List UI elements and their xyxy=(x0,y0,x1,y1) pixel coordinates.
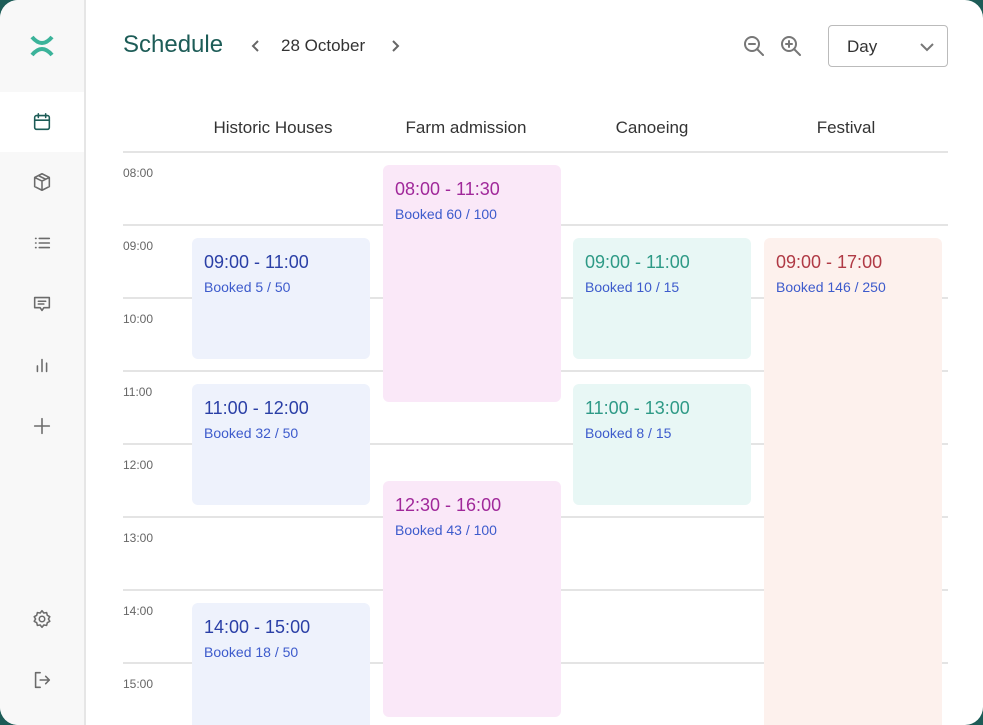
chevron-down-icon xyxy=(920,43,934,52)
event-card[interactable]: 11:00 - 13:00 Booked 8 / 15 xyxy=(573,384,751,505)
event-card[interactable]: 09:00 - 17:00 Booked 146 / 250 xyxy=(764,238,942,725)
event-time: 12:30 - 16:00 xyxy=(395,495,502,515)
sidebar-item-reports[interactable] xyxy=(0,335,84,395)
sidebar-item-messages[interactable] xyxy=(0,274,84,334)
zoom-in-button[interactable] xyxy=(779,34,803,58)
previous-day-button[interactable] xyxy=(245,34,267,58)
event-time: 08:00 - 11:30 xyxy=(395,179,500,199)
settings-icon xyxy=(33,609,51,629)
hour-label: 09:00 xyxy=(123,239,154,253)
sidebar-item-products[interactable] xyxy=(0,152,84,212)
grid-line xyxy=(123,443,948,445)
calendar-icon xyxy=(33,112,51,131)
event-booked: Booked 43 / 100 xyxy=(395,522,497,538)
hour-label: 10:00 xyxy=(123,312,154,326)
current-date: 28 October xyxy=(281,36,366,55)
box-icon xyxy=(33,172,51,192)
logo-icon xyxy=(30,35,54,57)
sidebar-item-list[interactable] xyxy=(0,213,84,273)
event-time: 14:00 - 15:00 xyxy=(204,617,311,637)
message-icon xyxy=(33,296,51,312)
hour-label: 15:00 xyxy=(123,677,154,691)
event-booked: Booked 8 / 15 xyxy=(585,425,672,441)
chevron-left-icon xyxy=(251,40,259,52)
next-day-button[interactable] xyxy=(384,34,406,58)
sidebar-item-schedule[interactable] xyxy=(0,92,84,152)
page-title: Schedule xyxy=(123,31,224,58)
event-time: 09:00 - 17:00 xyxy=(776,252,883,272)
hour-label: 14:00 xyxy=(123,604,154,618)
event-time: 11:00 - 13:00 xyxy=(585,398,690,418)
chevron-right-icon xyxy=(392,40,400,52)
view-select-value: Day xyxy=(847,37,878,56)
logo xyxy=(0,0,84,92)
column-header: Canoeing xyxy=(615,118,689,137)
hour-label: 13:00 xyxy=(123,531,154,545)
event-booked: Booked 18 / 50 xyxy=(204,644,299,660)
event-booked: Booked 146 / 250 xyxy=(776,279,886,295)
event-card[interactable]: 14:00 - 15:00 Booked 18 / 50 xyxy=(192,603,370,725)
event-booked: Booked 60 / 100 xyxy=(395,206,497,222)
event-time: 09:00 - 11:00 xyxy=(585,252,690,272)
sidebar-item-logout[interactable] xyxy=(0,650,84,710)
column-header: Farm admission xyxy=(405,118,527,137)
column-header: Festival xyxy=(816,118,876,137)
column-header: Historic Houses xyxy=(213,118,333,137)
plus-icon xyxy=(33,417,51,435)
sidebar xyxy=(0,0,86,725)
zoom-out-button[interactable] xyxy=(742,34,766,58)
event-booked: Booked 32 / 50 xyxy=(204,425,299,441)
event-card[interactable]: 08:00 - 11:30 Booked 60 / 100 xyxy=(383,165,561,402)
zoom-out-icon xyxy=(744,36,764,56)
event-booked: Booked 10 / 15 xyxy=(585,279,680,295)
hour-label: 11:00 xyxy=(123,385,153,399)
logout-icon xyxy=(34,671,51,689)
zoom-in-icon xyxy=(781,36,801,56)
event-card[interactable]: 11:00 - 12:00 Booked 32 / 50 xyxy=(192,384,370,505)
view-select[interactable]: Day xyxy=(828,25,948,67)
sidebar-item-settings[interactable] xyxy=(0,589,84,649)
bar-chart-icon xyxy=(36,358,48,373)
hour-label: 08:00 xyxy=(123,166,154,180)
event-card[interactable]: 09:00 - 11:00 Booked 5 / 50 xyxy=(192,238,370,359)
event-card[interactable]: 12:30 - 16:00 Booked 43 / 100 xyxy=(383,481,561,717)
event-time: 11:00 - 12:00 xyxy=(204,398,309,418)
event-booked: Booked 5 / 50 xyxy=(204,279,291,295)
event-time: 09:00 - 11:00 xyxy=(204,252,309,272)
sidebar-item-add[interactable] xyxy=(0,396,84,456)
event-card[interactable]: 09:00 - 11:00 Booked 10 / 15 xyxy=(573,238,751,359)
list-icon xyxy=(34,237,51,249)
hour-label: 12:00 xyxy=(123,458,154,472)
grid-line xyxy=(123,151,948,153)
